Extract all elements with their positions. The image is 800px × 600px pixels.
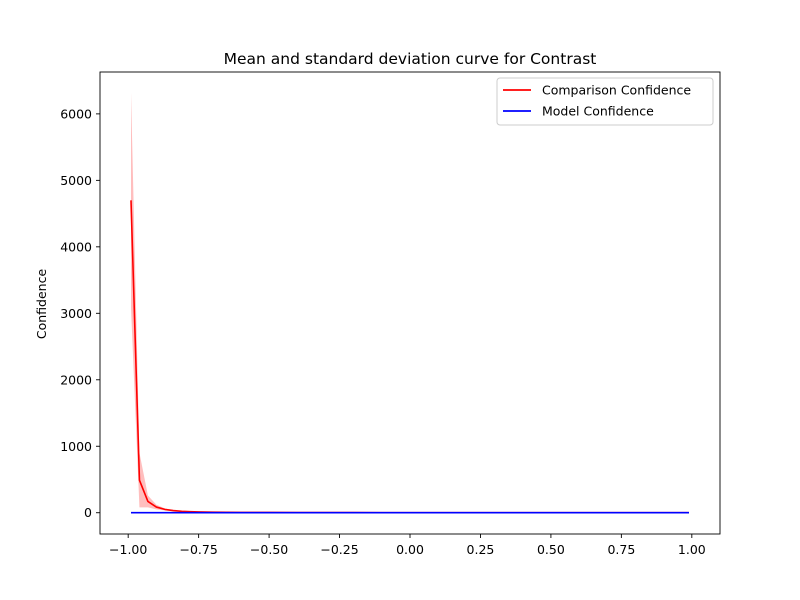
y-axis-label: Confidence — [34, 269, 49, 340]
x-tick-label: 0.00 — [396, 542, 424, 557]
y-tick-label: 2000 — [60, 372, 92, 387]
y-tick-label: 3000 — [60, 306, 92, 321]
x-tick-label: −0.50 — [250, 542, 288, 557]
x-tick-label: −0.25 — [320, 542, 358, 557]
x-tick-label: 0.25 — [467, 542, 495, 557]
legend-label-2: Model Confidence — [542, 104, 654, 119]
legend-label-1: Comparison Confidence — [542, 83, 691, 98]
y-tick-label: 1000 — [60, 439, 92, 454]
plot-area: −1.00 −0.75 −0.50 −0.25 0.00 0.25 0.50 0.75 1.00… — [60, 71, 721, 557]
data-layer — [130, 92, 689, 514]
x-tick-label: −0.75 — [179, 542, 217, 557]
x-tick-label: 0.75 — [607, 542, 635, 557]
x-tick-label: 1.00 — [678, 542, 706, 557]
y-tick-label: 6000 — [60, 106, 92, 121]
x-tick-label: −1.00 — [109, 542, 147, 557]
chart-title: Mean and standard deviation curve for Co… — [224, 50, 597, 68]
y-tick-label: 4000 — [60, 239, 92, 254]
legend-box — [496, 77, 714, 126]
legend: Comparison Confidence Model Confidence — [496, 77, 714, 126]
y-tick-label: 5000 — [60, 173, 92, 188]
y-tick-label: 0 — [84, 505, 92, 520]
x-tick-label: 0.50 — [537, 542, 565, 557]
